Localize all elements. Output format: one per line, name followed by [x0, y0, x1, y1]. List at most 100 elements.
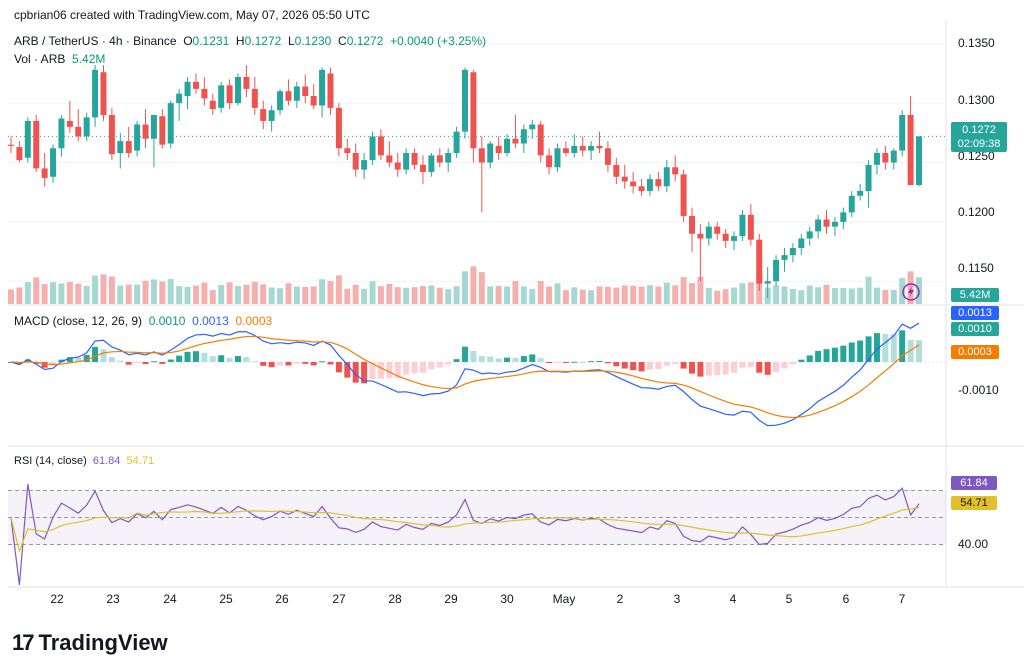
- macd-histogram-bar: [705, 362, 712, 376]
- volume-bar: [630, 285, 637, 304]
- candle-body: [731, 236, 738, 241]
- candle-body: [857, 191, 864, 196]
- time-axis-label: 25: [219, 592, 233, 606]
- candle-body: [285, 91, 292, 101]
- macd-histogram-bar: [697, 362, 704, 377]
- macd-histogram-bar: [462, 346, 468, 362]
- macd-tick: -0.0010: [958, 383, 999, 397]
- candle-body: [327, 73, 334, 108]
- candle-body: [705, 226, 712, 239]
- candle-body: [806, 231, 813, 239]
- volume-bar: [882, 289, 889, 304]
- rsi-ma-tag: 54.71: [951, 496, 997, 510]
- candle-body: [680, 174, 687, 216]
- candle-body: [201, 88, 208, 99]
- candle-body: [369, 136, 376, 161]
- macd-histogram-bar: [58, 359, 65, 362]
- candle-body: [192, 81, 199, 89]
- time-axis-label: 23: [106, 592, 120, 606]
- volume-bar: [176, 286, 183, 304]
- candle-body: [697, 233, 704, 239]
- macd-histogram-bar: [50, 362, 57, 366]
- macd-histogram-bar: [764, 362, 771, 375]
- macd-histogram-bar: [100, 349, 107, 362]
- volume-bar: [277, 288, 284, 304]
- volume-bar: [890, 289, 897, 304]
- macd-histogram-bar: [865, 336, 872, 362]
- volume-bar: [798, 290, 805, 304]
- candle-body: [571, 145, 578, 153]
- volume-bar: [218, 284, 225, 304]
- candle-body: [445, 153, 452, 163]
- volume-bar: [571, 287, 578, 304]
- macd-histogram-bar: [773, 362, 780, 372]
- candle-body: [436, 155, 443, 163]
- close-value: 0.1272: [346, 34, 384, 48]
- candle-body: [890, 150, 897, 163]
- macd-histogram-bar: [108, 357, 115, 362]
- macd-histogram-bar: [159, 362, 166, 364]
- time-axis-label: May: [552, 592, 576, 606]
- macd-histogram-bar: [604, 362, 611, 364]
- volume-bar: [899, 278, 906, 304]
- price-tick: 0.1150: [958, 261, 994, 275]
- rsi-tick: 40.00: [958, 537, 989, 551]
- time-axis-label: 30: [500, 592, 514, 606]
- candle-body: [218, 85, 225, 108]
- close-label: C: [338, 34, 347, 48]
- volume-bar: [16, 287, 23, 304]
- volume-bar: [453, 286, 460, 304]
- high-value: 0.1272: [244, 34, 282, 48]
- macd-histogram-bar: [125, 362, 132, 365]
- candle-body: [487, 143, 494, 163]
- macd-histogram-bar: [621, 362, 628, 369]
- volume-bar: [680, 277, 687, 304]
- volume-bar: [512, 281, 519, 304]
- candle-body: [655, 179, 662, 187]
- candle-body: [562, 148, 569, 153]
- candle-body: [117, 141, 124, 153]
- macd-histogram-bar: [92, 346, 99, 362]
- volume-bar: [470, 266, 477, 304]
- volume-bar: [831, 288, 838, 304]
- macd-histogram-bar: [495, 358, 502, 362]
- volume-bar: [50, 282, 57, 304]
- macd-histogram-bar: [419, 362, 426, 373]
- volume-bar: [672, 285, 679, 304]
- candle-body: [251, 88, 258, 108]
- volume-bar: [209, 290, 216, 304]
- macd-histogram-bar: [117, 360, 124, 362]
- low-value: 0.1230: [294, 34, 332, 48]
- macd-histogram-bar: [882, 333, 889, 362]
- candle-body: [512, 138, 519, 144]
- volume-bar: [243, 284, 250, 304]
- candle-body: [319, 69, 326, 106]
- candle-body: [335, 107, 342, 149]
- candle-body: [100, 72, 107, 115]
- time-axis-label: 29: [444, 592, 458, 606]
- macd-histogram-bar: [588, 361, 595, 363]
- low-label: L: [287, 34, 295, 48]
- candle-body: [916, 136, 922, 186]
- macd-histogram-bar: [840, 345, 847, 362]
- candle-body: [529, 124, 536, 130]
- chart-header: cpbrian06 created with TradingView.com, …: [14, 8, 370, 22]
- candle-body: [848, 195, 855, 213]
- volume-bar: [462, 271, 468, 304]
- lightning-icon: [902, 283, 920, 301]
- macd-histogram-bar: [815, 350, 822, 362]
- volume-bar: [773, 285, 780, 304]
- volume-bar: [663, 282, 670, 304]
- volume-bar: [907, 271, 914, 304]
- volume-bar: [487, 286, 494, 304]
- candle-body: [167, 103, 174, 144]
- candle-body: [773, 259, 780, 282]
- macd-histogram-bar: [369, 362, 376, 380]
- volume-bar: [697, 276, 704, 304]
- volume-bar: [520, 286, 527, 304]
- volume-bar: [75, 283, 82, 304]
- volume-bar: [8, 289, 14, 304]
- candle-body: [495, 145, 502, 153]
- volume-bar: [100, 274, 107, 304]
